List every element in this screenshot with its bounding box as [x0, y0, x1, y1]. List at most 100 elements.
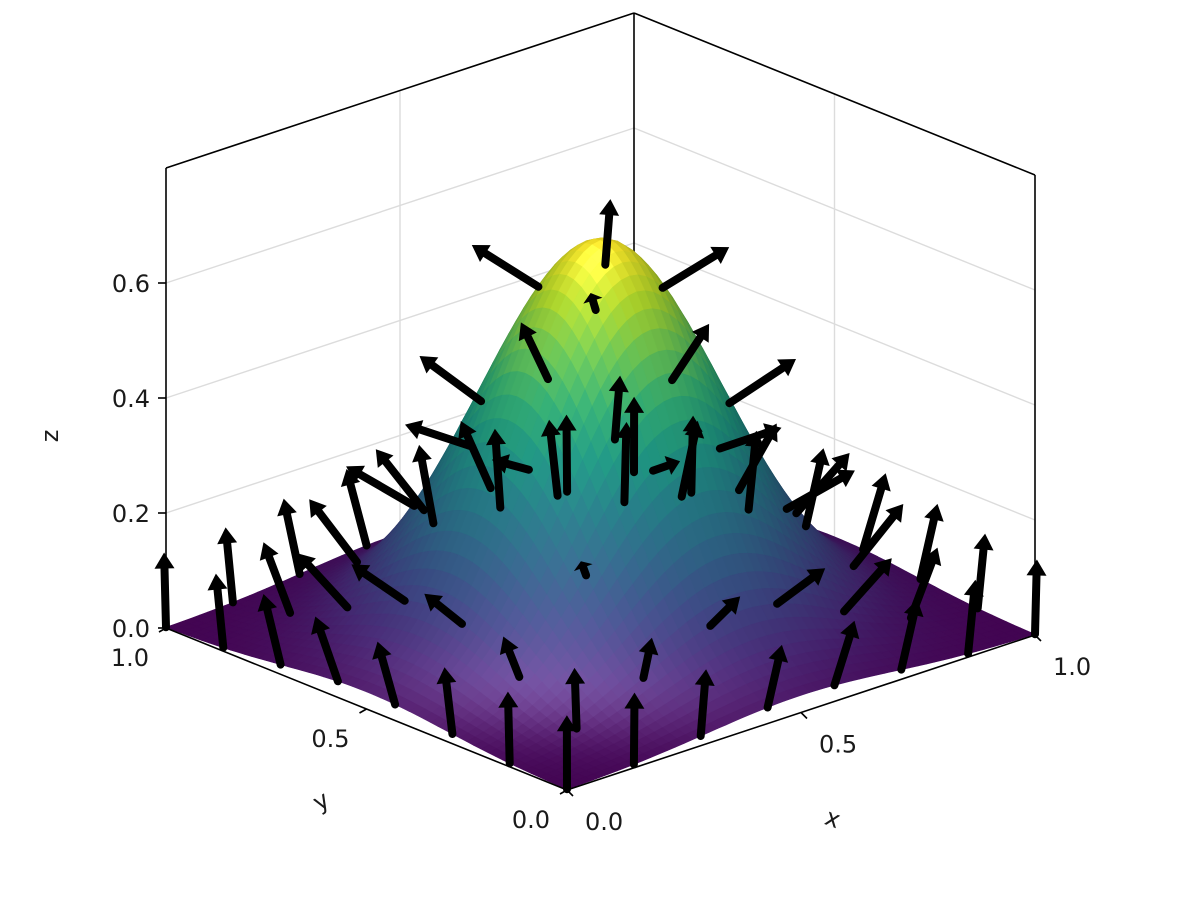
- normal-arrow: [1026, 559, 1047, 639]
- normal-arrow-head: [806, 568, 826, 586]
- normal-arrow-head: [518, 322, 537, 342]
- normal-arrow-head: [297, 553, 316, 572]
- y-tick-mark: [359, 708, 367, 714]
- normal-arrow: [916, 503, 944, 583]
- normal-arrow: [677, 420, 705, 501]
- normal-arrow-head: [491, 454, 510, 474]
- normal-arrow: [375, 449, 428, 515]
- normal-arrow-shaft: [546, 431, 562, 500]
- normal-arrow-head: [351, 564, 371, 582]
- normal-arrow-head: [624, 692, 645, 709]
- normal-arrow-head: [871, 473, 891, 492]
- normal-arrow-shaft: [629, 704, 639, 769]
- y-axis-label: y: [308, 785, 334, 816]
- frame-top-back: [165, 12, 635, 169]
- normal-arrow: [715, 423, 782, 453]
- normal-arrow: [419, 356, 486, 406]
- normal-arrow-head: [419, 356, 439, 374]
- frame-top-right: [633, 12, 1036, 176]
- y-tick-label: 0.5: [311, 725, 349, 753]
- normal-arrow-shaft: [418, 456, 438, 528]
- normal-arrow-head: [259, 542, 279, 561]
- normal-arrow-head: [922, 547, 942, 567]
- normal-arrow: [154, 552, 175, 632]
- normal-arrow-shaft: [588, 296, 600, 314]
- normal-arrow-head: [831, 453, 850, 472]
- normal-arrow-shaft: [1031, 571, 1041, 639]
- x-tick-label: 0.5: [819, 731, 857, 759]
- normal-arrow-head: [556, 414, 577, 431]
- normal-arrow: [412, 444, 438, 528]
- normal-arrow-shaft: [773, 573, 817, 608]
- normal-arrow: [658, 246, 730, 292]
- surface: [165, 237, 1036, 790]
- normal-arrow: [599, 199, 620, 269]
- x-tick-mark: [566, 789, 574, 797]
- normal-arrow-head: [340, 469, 361, 487]
- normal-arrow: [556, 715, 577, 794]
- normal-arrow-shaft: [859, 484, 886, 554]
- normal-arrow: [541, 419, 562, 500]
- normal-arrow: [616, 422, 637, 507]
- normal-arrow-head: [471, 245, 491, 262]
- normal-arrow: [840, 558, 892, 616]
- normal-arrow-shaft: [579, 563, 591, 580]
- normal-arrow-head: [904, 599, 924, 618]
- normal-arrow-head: [458, 421, 477, 440]
- normal-arrow: [859, 473, 891, 554]
- normal-arrow-shaft: [601, 211, 614, 269]
- normal-arrow-shaft: [830, 632, 854, 690]
- normal-arrow-shaft: [696, 681, 709, 740]
- normal-arrow: [346, 465, 419, 510]
- normal-arrow: [649, 456, 681, 475]
- normal-arrow-shaft: [897, 610, 918, 674]
- normal-arrow-head: [436, 667, 457, 685]
- normal-arrow-shaft: [346, 480, 371, 550]
- normal-arrow: [624, 396, 645, 477]
- normal-arrow: [499, 636, 524, 681]
- x-tick-mark: [1034, 634, 1042, 642]
- normal-arrow-shaft: [481, 249, 543, 291]
- normal-arrow-shaft: [504, 703, 514, 768]
- normal-arrow-head: [309, 499, 327, 518]
- z-tick-label: 0.2: [112, 500, 150, 528]
- normal-arrow: [207, 573, 228, 652]
- normal-arrow-shaft: [973, 545, 988, 613]
- normal-arrow-head: [311, 616, 330, 635]
- normal-arrow-shaft: [263, 605, 285, 669]
- normal-arrow-shaft: [964, 591, 978, 658]
- normal-arrow: [498, 691, 519, 768]
- normal-arrow-shaft: [620, 434, 631, 507]
- normal-arrow-shaft: [304, 561, 352, 612]
- normal-arrow-head: [346, 465, 365, 484]
- normal-arrow-shaft: [316, 627, 342, 686]
- normal-arrow: [624, 692, 645, 769]
- normal-arrow: [694, 669, 715, 740]
- normal-arrow-head: [499, 636, 519, 655]
- z-axis-label: z: [36, 430, 64, 443]
- normal-arrow: [706, 596, 741, 630]
- normal-arrow-head: [885, 504, 904, 523]
- normal-arrow: [340, 469, 371, 550]
- normal-arrow: [830, 620, 860, 690]
- normal-arrow: [973, 533, 994, 613]
- normal-arrow: [471, 245, 543, 291]
- normal-arrow: [763, 644, 789, 712]
- normal-arrow: [725, 359, 796, 408]
- normal-arrow-head: [721, 596, 741, 615]
- normal-arrow-head: [963, 579, 984, 597]
- normal-arrow-head: [424, 593, 443, 612]
- y-tick-label: 1.0: [111, 644, 149, 672]
- normal-arrow-head: [840, 620, 860, 640]
- normal-arrow-head: [277, 498, 297, 517]
- z-tick-label: 0.4: [112, 385, 150, 413]
- normal-arrow: [573, 561, 593, 580]
- x-axis-label: x: [821, 803, 844, 834]
- normal-arrow-head: [599, 199, 620, 216]
- normal-arrow-shaft: [213, 585, 228, 652]
- normal-arrow-head: [616, 422, 637, 439]
- normal-arrow-shaft: [610, 387, 623, 444]
- y-tick-label: 0.0: [512, 806, 550, 834]
- normal-arrow-head: [873, 558, 892, 577]
- normal-arrow: [638, 637, 659, 682]
